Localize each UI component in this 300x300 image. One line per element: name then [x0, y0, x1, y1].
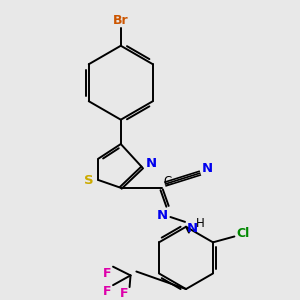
Text: N: N	[146, 157, 157, 170]
Text: C: C	[164, 176, 172, 188]
Text: N: N	[202, 162, 213, 175]
Text: H: H	[196, 217, 205, 230]
Text: F: F	[119, 287, 128, 300]
Text: N: N	[157, 208, 168, 222]
Text: F: F	[103, 267, 111, 280]
Text: N: N	[186, 222, 197, 235]
Text: Cl: Cl	[236, 227, 250, 240]
Text: Br: Br	[113, 14, 129, 27]
Text: F: F	[103, 286, 111, 298]
Text: S: S	[84, 173, 94, 187]
